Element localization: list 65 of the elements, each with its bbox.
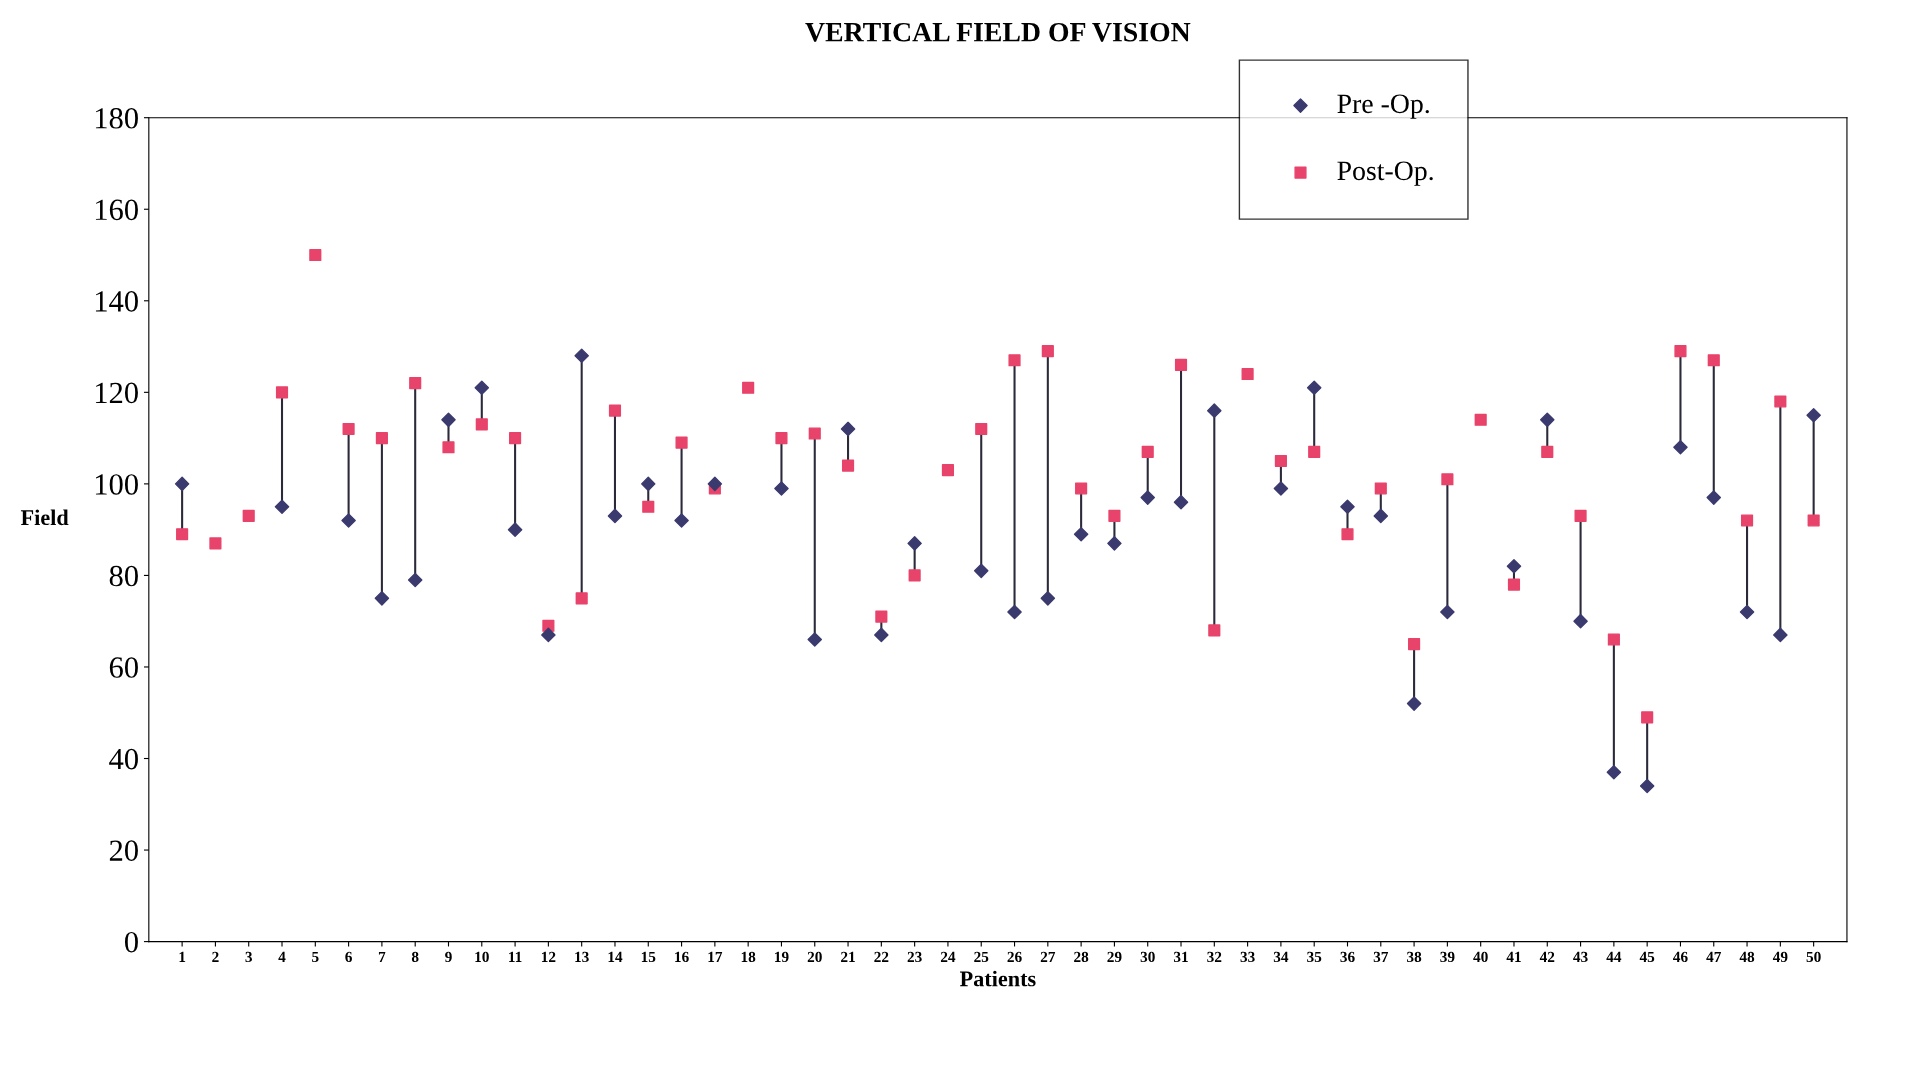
x-tick-label: 28 [1074,951,1089,963]
y-tick-label: 40 [109,748,138,770]
x-tick-label: 39 [1440,951,1455,963]
x-tick-label: 29 [1107,951,1122,963]
x-tick-label: 24 [940,951,956,962]
y-tick-label: 80 [109,565,138,587]
x-tick-label: 38 [1407,951,1422,963]
x-tick-label: 11 [509,951,522,962]
x-tick-label: 19 [775,951,789,963]
x-tick-label: 12 [541,951,556,962]
x-tick-label: 26 [1007,951,1022,963]
x-tick-label: 42 [1539,951,1555,962]
y-tick-label: 60 [109,657,138,678]
y-tick-label: 120 [95,382,138,404]
x-tick-label: 49 [1772,951,1788,963]
x-tick-label: 37 [1373,951,1389,963]
y-tick-label: 0 [124,931,138,953]
x-tick-label: 6 [345,951,352,963]
x-tick-label: 30 [1140,951,1155,963]
x-tick-label: 2 [212,951,219,962]
x-tick-label: 1 [179,951,186,962]
legend-label: Pre -Op. [1337,94,1429,119]
y-tick-label: 160 [95,199,138,221]
x-tick-label: 15 [641,951,656,963]
x-tick-label: 3 [245,951,253,963]
chart-title: VERTICAL FIELD OF VISION [805,22,1191,42]
x-tick-label: 45 [1639,951,1655,963]
y-tick-label: 100 [95,474,138,495]
x-tick-label: 20 [807,951,822,963]
x-tick-label: 21 [841,951,855,962]
x-tick-label: 48 [1739,951,1755,963]
x-tick-label: 8 [411,951,419,963]
x-tick-label: 31 [1173,951,1188,963]
y-axis-title: Field [20,509,69,526]
x-tick-label: 34 [1273,951,1289,963]
x-tick-label: 36 [1340,951,1355,963]
x-tick-label: 41 [1506,951,1521,962]
x-tick-label: 16 [675,951,689,963]
x-tick-label: 22 [874,951,889,962]
x-tick-label: 18 [741,951,756,963]
x-tick-label: 7 [378,951,386,962]
x-tick-label: 44 [1606,951,1622,962]
x-tick-label: 27 [1040,951,1056,962]
x-tick-label: 40 [1473,951,1488,963]
y-tick-label: 140 [95,291,138,312]
x-tick-label: 47 [1706,951,1722,962]
x-tick-label: 32 [1207,951,1222,963]
x-tick-label: 23 [907,951,922,963]
x-tick-label: 35 [1307,951,1322,963]
x-tick-label: 50 [1806,951,1821,963]
x-tick-label: 43 [1573,951,1588,963]
x-tick-label: 14 [608,951,623,962]
x-axis-title: Patients [960,970,1036,987]
x-tick-label: 46 [1673,951,1688,963]
x-tick-label: 5 [312,951,319,963]
legend-label: Post-Op. [1337,161,1433,186]
x-tick-label: 33 [1240,951,1255,963]
y-tick-label: 180 [95,107,138,129]
x-tick-label: 13 [575,951,589,963]
y-tick-label: 20 [109,840,138,861]
x-tick-label: 17 [708,951,723,962]
x-tick-label: 4 [278,951,286,962]
x-tick-label: 9 [445,951,452,963]
x-tick-label: 25 [974,951,989,963]
x-tick-label: 10 [475,951,489,963]
